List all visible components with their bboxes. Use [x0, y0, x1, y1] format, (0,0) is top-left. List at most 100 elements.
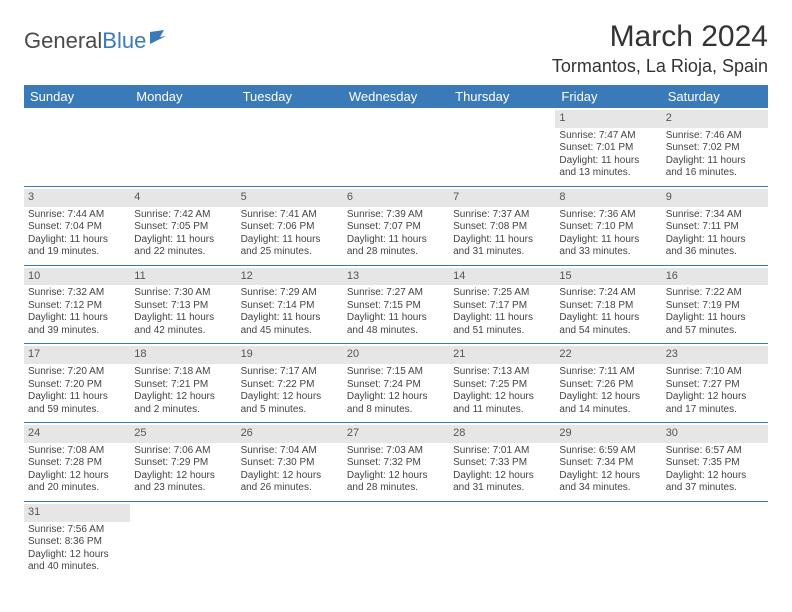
calendar-day-cell: 12Sunrise: 7:29 AMSunset: 7:14 PMDayligh…	[237, 265, 343, 344]
sunset-text: Sunset: 7:13 PM	[134, 300, 232, 313]
daylight-text: Daylight: 12 hours and 28 minutes.	[347, 470, 445, 495]
sunset-text: Sunset: 7:28 PM	[28, 457, 126, 470]
calendar-week-row: 24Sunrise: 7:08 AMSunset: 7:28 PMDayligh…	[24, 423, 768, 502]
daylight-text: Daylight: 11 hours and 42 minutes.	[134, 312, 232, 337]
calendar-week-row: 17Sunrise: 7:20 AMSunset: 7:20 PMDayligh…	[24, 344, 768, 423]
calendar-day-cell: 2Sunrise: 7:46 AMSunset: 7:02 PMDaylight…	[662, 108, 768, 186]
calendar-day-cell	[343, 501, 449, 579]
calendar-day-cell: 6Sunrise: 7:39 AMSunset: 7:07 PMDaylight…	[343, 186, 449, 265]
sunset-text: Sunset: 7:33 PM	[453, 457, 551, 470]
daylight-text: Daylight: 11 hours and 51 minutes.	[453, 312, 551, 337]
header: GeneralBlue March 2024 Tormantos, La Rio…	[24, 20, 768, 77]
calendar-day-cell: 13Sunrise: 7:27 AMSunset: 7:15 PMDayligh…	[343, 265, 449, 344]
calendar-day-cell: 1Sunrise: 7:47 AMSunset: 7:01 PMDaylight…	[555, 108, 661, 186]
calendar-day-cell: 22Sunrise: 7:11 AMSunset: 7:26 PMDayligh…	[555, 344, 661, 423]
flag-icon	[150, 26, 172, 52]
day-number: 23	[662, 346, 768, 364]
day-number: 1	[555, 110, 661, 128]
daylight-text: Daylight: 11 hours and 22 minutes.	[134, 234, 232, 259]
calendar-day-cell	[237, 501, 343, 579]
daylight-text: Daylight: 11 hours and 54 minutes.	[559, 312, 657, 337]
sunset-text: Sunset: 7:07 PM	[347, 221, 445, 234]
daylight-text: Daylight: 12 hours and 34 minutes.	[559, 470, 657, 495]
daylight-text: Daylight: 12 hours and 31 minutes.	[453, 470, 551, 495]
calendar-day-cell	[449, 108, 555, 186]
daylight-text: Daylight: 12 hours and 40 minutes.	[28, 549, 126, 574]
calendar-day-cell: 21Sunrise: 7:13 AMSunset: 7:25 PMDayligh…	[449, 344, 555, 423]
sunrise-text: Sunrise: 7:01 AM	[453, 445, 551, 458]
daylight-text: Daylight: 11 hours and 25 minutes.	[241, 234, 339, 259]
daylight-text: Daylight: 11 hours and 45 minutes.	[241, 312, 339, 337]
calendar-day-cell: 20Sunrise: 7:15 AMSunset: 7:24 PMDayligh…	[343, 344, 449, 423]
calendar-day-cell: 8Sunrise: 7:36 AMSunset: 7:10 PMDaylight…	[555, 186, 661, 265]
day-number: 3	[24, 189, 130, 207]
day-number: 22	[555, 346, 661, 364]
calendar-week-row: 31Sunrise: 7:56 AMSunset: 8:36 PMDayligh…	[24, 501, 768, 579]
calendar-day-cell: 28Sunrise: 7:01 AMSunset: 7:33 PMDayligh…	[449, 423, 555, 502]
calendar-day-cell: 24Sunrise: 7:08 AMSunset: 7:28 PMDayligh…	[24, 423, 130, 502]
sunset-text: Sunset: 7:10 PM	[559, 221, 657, 234]
day-number: 13	[343, 268, 449, 286]
sunset-text: Sunset: 7:06 PM	[241, 221, 339, 234]
sunrise-text: Sunrise: 6:57 AM	[666, 445, 764, 458]
calendar-day-cell: 29Sunrise: 6:59 AMSunset: 7:34 PMDayligh…	[555, 423, 661, 502]
sunrise-text: Sunrise: 7:34 AM	[666, 209, 764, 222]
calendar-day-cell: 16Sunrise: 7:22 AMSunset: 7:19 PMDayligh…	[662, 265, 768, 344]
sunset-text: Sunset: 7:27 PM	[666, 379, 764, 392]
calendar-day-cell: 27Sunrise: 7:03 AMSunset: 7:32 PMDayligh…	[343, 423, 449, 502]
day-number: 24	[24, 425, 130, 443]
day-number: 19	[237, 346, 343, 364]
day-number: 9	[662, 189, 768, 207]
day-number: 21	[449, 346, 555, 364]
sunset-text: Sunset: 7:29 PM	[134, 457, 232, 470]
logo-text-b: Blue	[102, 28, 146, 54]
sunrise-text: Sunrise: 7:30 AM	[134, 287, 232, 300]
sunrise-text: Sunrise: 7:56 AM	[28, 524, 126, 537]
sunset-text: Sunset: 7:26 PM	[559, 379, 657, 392]
calendar-day-cell: 18Sunrise: 7:18 AMSunset: 7:21 PMDayligh…	[130, 344, 236, 423]
daylight-text: Daylight: 11 hours and 31 minutes.	[453, 234, 551, 259]
calendar-day-cell: 9Sunrise: 7:34 AMSunset: 7:11 PMDaylight…	[662, 186, 768, 265]
sunset-text: Sunset: 8:36 PM	[28, 536, 126, 549]
day-number: 8	[555, 189, 661, 207]
calendar-day-cell	[662, 501, 768, 579]
sunrise-text: Sunrise: 7:03 AM	[347, 445, 445, 458]
day-number: 16	[662, 268, 768, 286]
day-number: 25	[130, 425, 236, 443]
day-number: 7	[449, 189, 555, 207]
sunrise-text: Sunrise: 7:32 AM	[28, 287, 126, 300]
calendar-day-cell	[130, 501, 236, 579]
daylight-text: Daylight: 11 hours and 33 minutes.	[559, 234, 657, 259]
sunrise-text: Sunrise: 7:15 AM	[347, 366, 445, 379]
daylight-text: Daylight: 11 hours and 57 minutes.	[666, 312, 764, 337]
calendar-day-cell: 14Sunrise: 7:25 AMSunset: 7:17 PMDayligh…	[449, 265, 555, 344]
weekday-header: Sunday	[24, 85, 130, 108]
daylight-text: Daylight: 11 hours and 39 minutes.	[28, 312, 126, 337]
sunset-text: Sunset: 7:11 PM	[666, 221, 764, 234]
sunrise-text: Sunrise: 7:10 AM	[666, 366, 764, 379]
weekday-header-row: Sunday Monday Tuesday Wednesday Thursday…	[24, 85, 768, 108]
daylight-text: Daylight: 12 hours and 20 minutes.	[28, 470, 126, 495]
sunrise-text: Sunrise: 7:04 AM	[241, 445, 339, 458]
calendar-day-cell	[130, 108, 236, 186]
weekday-header: Tuesday	[237, 85, 343, 108]
sunset-text: Sunset: 7:20 PM	[28, 379, 126, 392]
sunset-text: Sunset: 7:01 PM	[559, 142, 657, 155]
sunset-text: Sunset: 7:12 PM	[28, 300, 126, 313]
daylight-text: Daylight: 12 hours and 26 minutes.	[241, 470, 339, 495]
calendar-day-cell: 15Sunrise: 7:24 AMSunset: 7:18 PMDayligh…	[555, 265, 661, 344]
location: Tormantos, La Rioja, Spain	[552, 56, 768, 77]
calendar-week-row: 3Sunrise: 7:44 AMSunset: 7:04 PMDaylight…	[24, 186, 768, 265]
day-number: 30	[662, 425, 768, 443]
day-number: 10	[24, 268, 130, 286]
weekday-header: Thursday	[449, 85, 555, 108]
daylight-text: Daylight: 11 hours and 13 minutes.	[559, 155, 657, 180]
sunrise-text: Sunrise: 7:22 AM	[666, 287, 764, 300]
day-number: 26	[237, 425, 343, 443]
calendar-day-cell	[24, 108, 130, 186]
day-number: 14	[449, 268, 555, 286]
day-number: 29	[555, 425, 661, 443]
title-block: March 2024 Tormantos, La Rioja, Spain	[552, 20, 768, 77]
sunset-text: Sunset: 7:34 PM	[559, 457, 657, 470]
calendar-week-row: 10Sunrise: 7:32 AMSunset: 7:12 PMDayligh…	[24, 265, 768, 344]
